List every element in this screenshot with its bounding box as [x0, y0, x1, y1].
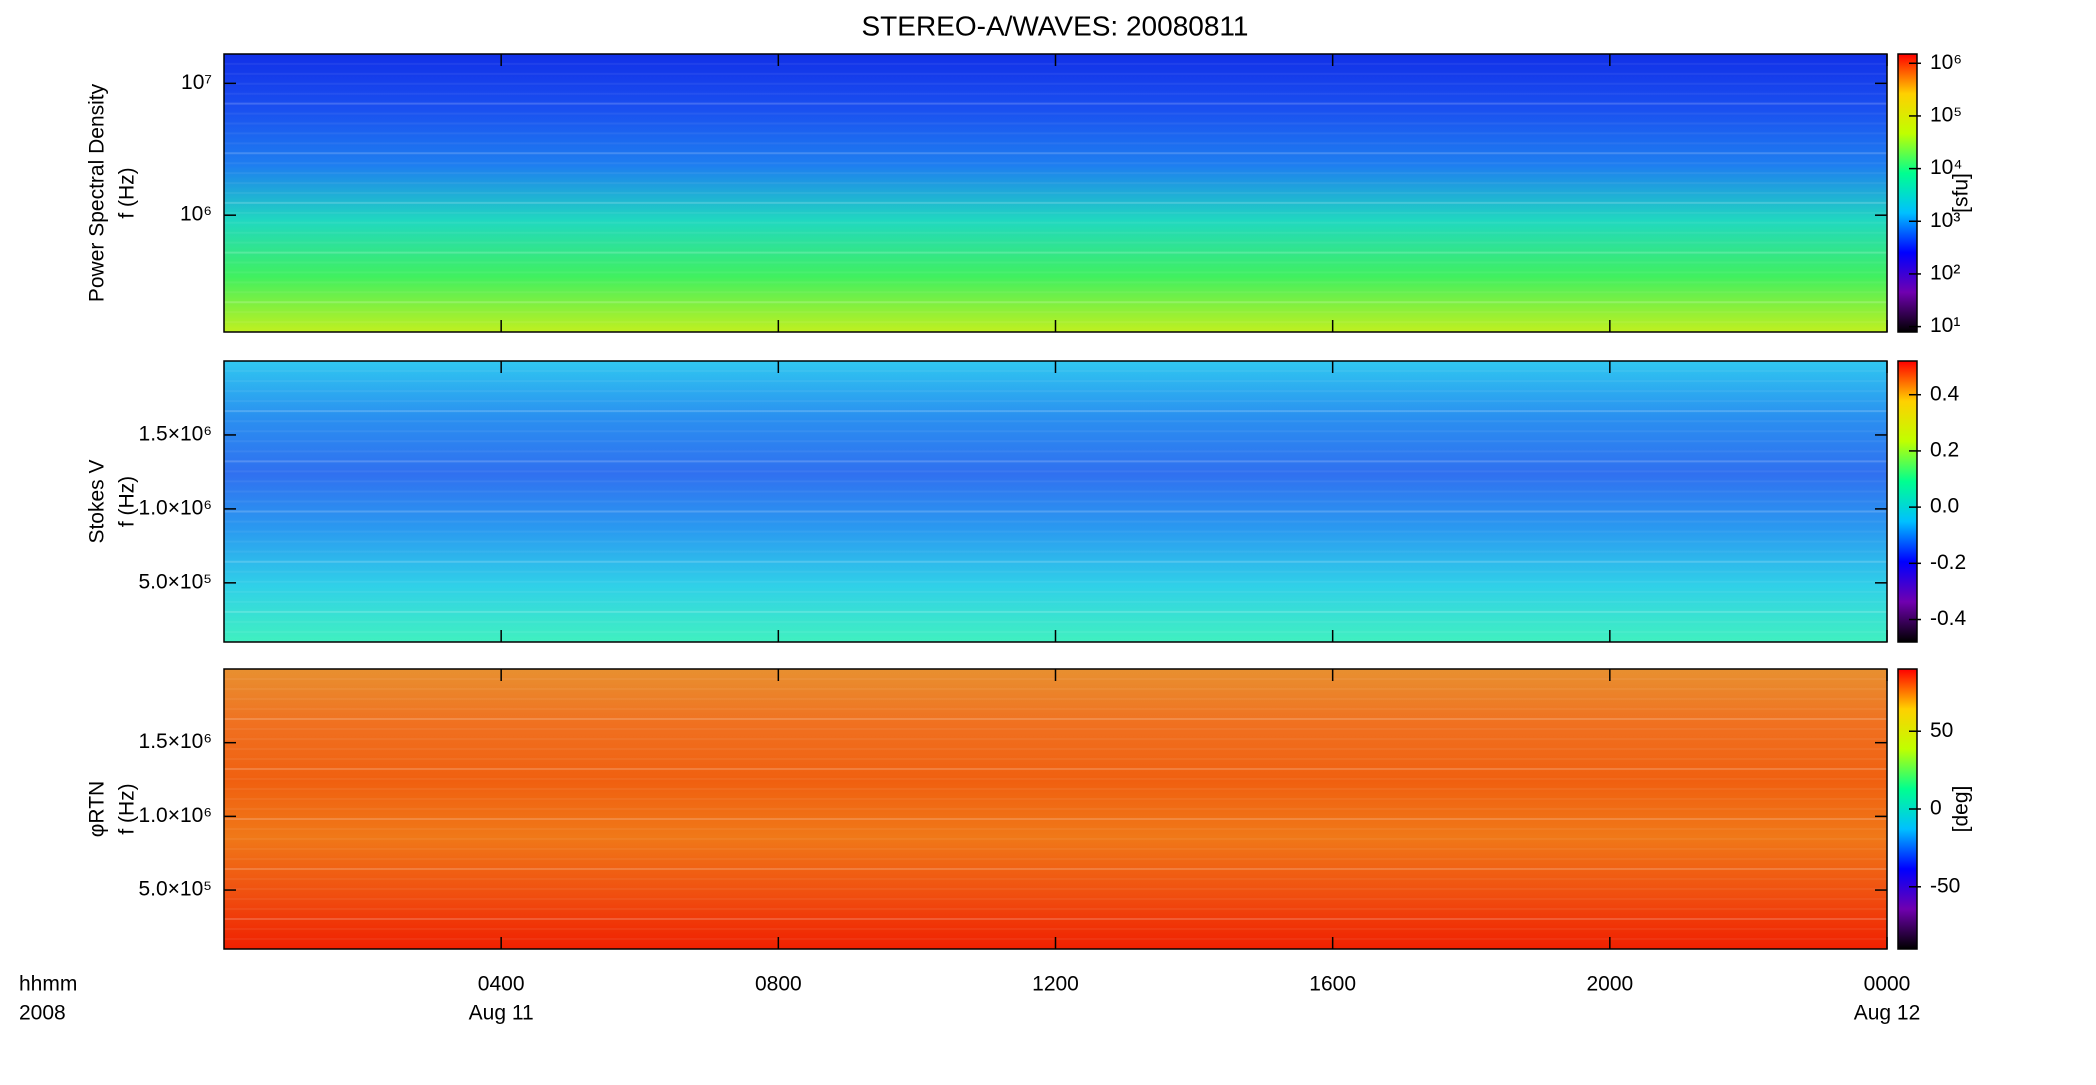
- y-axis-label: φRTN: [86, 781, 109, 837]
- colorbar-tick-label: -0.2: [1930, 551, 1966, 574]
- colorbar-tick-label: 10⁵: [1930, 103, 1962, 126]
- y-tick-label: 5.0×10⁵: [138, 878, 212, 901]
- colorbar-tick-label: 10⁶: [1930, 51, 1962, 74]
- x-axis-label: hhmm: [19, 973, 77, 996]
- y-tick-label: 10⁶: [180, 203, 212, 226]
- spectrogram: [224, 669, 1887, 949]
- y-axis-label: Stokes V: [86, 459, 109, 543]
- colorbar-tick-label: 0.4: [1930, 382, 1960, 405]
- y-tick-label: 1.0×10⁶: [139, 804, 212, 827]
- colorbar-label: [deg]: [1950, 786, 1973, 833]
- y-tick-label: 10⁷: [181, 71, 212, 94]
- colorbar-label: [sfu]: [1950, 173, 1973, 213]
- colorbar-tick-label: 0.2: [1930, 438, 1959, 461]
- colorbar-tick-label: -50: [1930, 874, 1960, 897]
- colorbar-tick-label: 0.0: [1930, 495, 1959, 518]
- y-axis-label: Power Spectral Density: [86, 83, 109, 302]
- colorbar-tick-label: 10³: [1930, 209, 1960, 232]
- colorbar-tick-label: 0: [1930, 797, 1942, 820]
- x-tick-label: 0400: [478, 973, 525, 996]
- colorbar-tick-label: 10²: [1930, 261, 1960, 284]
- y-tick-label: 1.5×10⁶: [139, 730, 212, 753]
- spectrogram: [224, 54, 1887, 332]
- colorbar-tick-label: -0.4: [1930, 607, 1967, 630]
- spectrogram: [224, 361, 1887, 642]
- colorbar: [1897, 53, 1918, 333]
- date-label: Aug 12: [1854, 1002, 1921, 1025]
- colorbar-tick-label: 50: [1930, 719, 1953, 742]
- y-tick-label: 1.0×10⁶: [139, 496, 212, 519]
- y-axis-label: f (Hz): [116, 783, 139, 834]
- chart-title: STEREO-A/WAVES: 20080811: [862, 10, 1249, 41]
- colorbar: [1897, 360, 1918, 643]
- y-axis-label: f (Hz): [116, 167, 139, 218]
- x-axis-label: 2008: [19, 1002, 66, 1025]
- x-tick-label: 2000: [1586, 973, 1633, 996]
- date-label: Aug 11: [469, 1002, 534, 1025]
- y-tick-label: 5.0×10⁵: [138, 570, 212, 593]
- x-tick-label: 1600: [1309, 973, 1356, 996]
- x-tick-label: 0000: [1864, 973, 1911, 996]
- colorbar-tick-label: 10⁴: [1930, 156, 1962, 179]
- y-tick-label: 1.5×10⁶: [139, 422, 212, 445]
- x-tick-label: 0800: [755, 973, 802, 996]
- x-tick-label: 1200: [1032, 973, 1079, 996]
- colorbar-tick-label: 10¹: [1930, 314, 1960, 337]
- y-axis-label: f (Hz): [116, 476, 139, 527]
